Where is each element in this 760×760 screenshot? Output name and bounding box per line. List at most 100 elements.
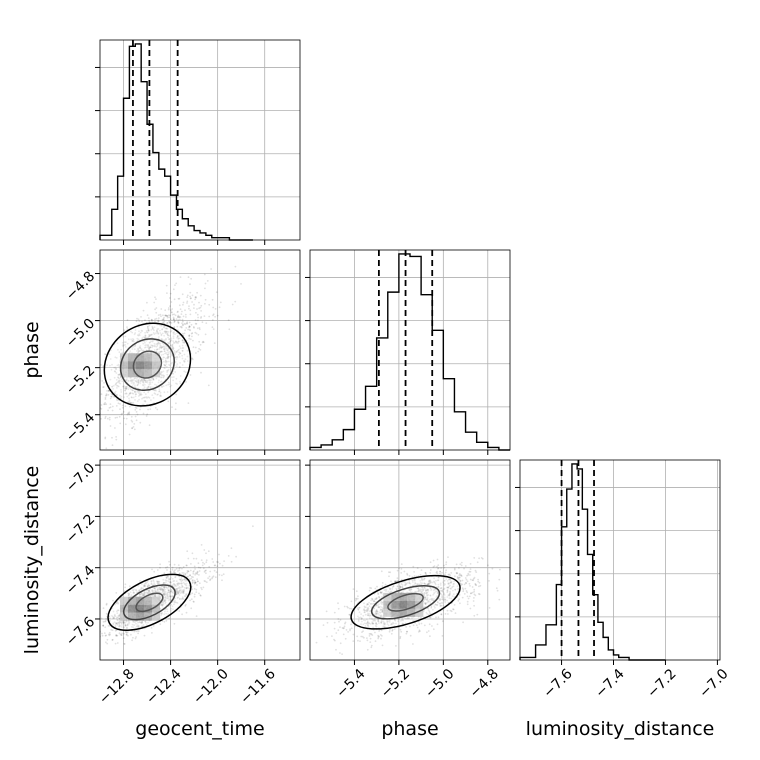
scatter-point <box>161 588 164 591</box>
scatter-point <box>135 636 138 638</box>
scatter-point <box>443 579 446 582</box>
scatter-point <box>422 589 424 592</box>
scatter-point <box>426 583 429 586</box>
scatter-point <box>179 352 182 355</box>
scatter-panel-phase-vs-luminosity_distance: −5.4 −5.2 −5.0 −4.8 <box>305 459 511 701</box>
scatter-point <box>425 589 427 592</box>
scatter-point <box>163 592 165 595</box>
scatter-point <box>161 588 164 591</box>
scatter-point <box>468 582 471 585</box>
scatter-point <box>182 597 184 600</box>
scatter-point <box>139 421 142 424</box>
scatter-point <box>215 291 218 294</box>
scatter-point <box>117 402 120 405</box>
scatter-point <box>417 587 420 590</box>
scatter-point <box>442 599 445 602</box>
scatter-point <box>136 591 139 594</box>
scatter-point <box>154 586 156 589</box>
scatter-point <box>147 329 150 331</box>
scatter-point <box>115 405 118 407</box>
scatter-point <box>145 582 148 585</box>
scatter-point <box>103 403 105 405</box>
scatter-point <box>158 388 161 391</box>
scatter-point <box>375 609 378 612</box>
scatter-point <box>104 401 106 404</box>
scatter-point <box>146 581 149 583</box>
scatter-point <box>165 581 167 584</box>
scatter-point <box>107 633 110 636</box>
scatter-point <box>168 577 170 580</box>
scatter-point <box>202 341 205 344</box>
scatter-point <box>142 396 145 399</box>
scatter-point <box>161 591 164 594</box>
scatter-point <box>458 578 460 581</box>
scatter-point <box>377 592 379 594</box>
scatter-point <box>374 640 377 643</box>
scatter-point <box>399 628 402 631</box>
scatter-point <box>146 331 148 334</box>
scatter-point <box>112 388 114 390</box>
scatter-point <box>128 622 130 625</box>
scatter-point <box>429 582 432 584</box>
scatter-point <box>124 335 127 338</box>
scatter-point <box>142 412 145 415</box>
scatter-point <box>172 288 175 291</box>
scatter-point <box>426 599 429 601</box>
scatter-point <box>207 550 210 553</box>
scatter-point <box>412 643 414 645</box>
scatter-point <box>397 618 400 621</box>
scatter-point <box>140 587 143 590</box>
scatter-point <box>205 561 208 564</box>
scatter-point <box>146 585 149 588</box>
scatter-point <box>451 595 454 597</box>
scatter-point <box>137 630 140 633</box>
scatter-point <box>149 386 152 389</box>
scatter-point <box>467 574 470 576</box>
scatter-point <box>436 565 438 568</box>
scatter-point <box>169 595 172 597</box>
scatter-point <box>160 350 163 353</box>
scatter-point <box>386 620 388 622</box>
scatter-point <box>125 633 128 636</box>
scatter-point <box>196 570 199 573</box>
scatter-point <box>151 333 154 336</box>
scatter-point <box>443 598 446 600</box>
scatter-point <box>129 350 132 352</box>
scatter-point <box>127 634 129 637</box>
scatter-point <box>436 595 438 597</box>
scatter-point <box>360 618 363 621</box>
scatter-point <box>390 632 393 635</box>
scatter-point <box>103 382 105 384</box>
scatter-point <box>122 385 125 388</box>
scatter-point <box>160 602 163 605</box>
scatter-point <box>159 566 161 569</box>
scatter-point <box>427 583 430 585</box>
scatter-point <box>167 383 169 386</box>
scatter-point <box>136 625 139 628</box>
scatter-point <box>166 330 169 333</box>
scatter-point <box>377 593 380 595</box>
scatter-point <box>405 626 407 628</box>
scatter-point <box>437 567 440 569</box>
density-cell <box>415 600 424 609</box>
scatter-point <box>414 579 416 582</box>
scatter-point <box>388 619 391 622</box>
scatter-point <box>119 397 122 399</box>
scatter-point <box>440 587 443 589</box>
scatter-point <box>389 571 392 574</box>
scatter-point <box>452 593 455 596</box>
scatter-point <box>192 600 195 603</box>
scatter-point <box>139 350 141 352</box>
scatter-point <box>213 564 216 567</box>
scatter-point <box>458 567 460 569</box>
scatter-point <box>430 607 433 609</box>
scatter-point <box>426 588 429 591</box>
scatter-point <box>437 576 440 579</box>
scatter-point <box>143 379 146 382</box>
scatter-point <box>334 639 336 642</box>
scatter-point <box>110 395 112 398</box>
scatter-point <box>170 311 173 313</box>
scatter-point <box>380 614 383 617</box>
scatter-point <box>119 382 122 385</box>
scatter-point <box>197 566 200 569</box>
